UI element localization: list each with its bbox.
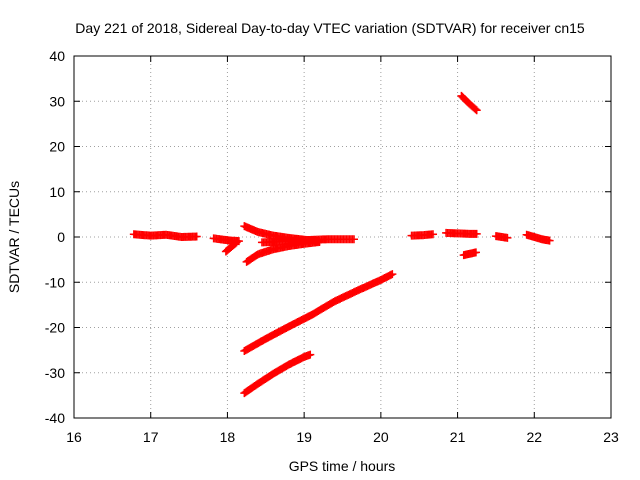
data-point [429, 230, 438, 239]
x-tick-label: 21 [450, 429, 466, 445]
data-point [315, 237, 324, 246]
data-point [503, 233, 512, 242]
data-segment [221, 238, 241, 256]
data-segment [491, 232, 512, 242]
data-segment [129, 230, 201, 241]
x-tick-label: 20 [373, 429, 389, 445]
x-tick-label: 16 [66, 429, 82, 445]
data-point [232, 238, 241, 247]
data-point [306, 350, 315, 359]
data-segment [240, 270, 397, 356]
data-points [129, 91, 554, 398]
y-tick-label: 10 [49, 184, 65, 200]
y-tick-label: 0 [57, 229, 65, 245]
data-segment [240, 350, 315, 398]
data-point [350, 235, 359, 244]
data-point [388, 270, 397, 279]
y-tick-label: 40 [49, 48, 65, 64]
data-segment [522, 230, 554, 245]
x-axis-ticks: 16 17 18 19 20 21 22 23 [66, 56, 619, 445]
x-tick-label: 17 [143, 429, 159, 445]
y-tick-label: -20 [45, 320, 65, 336]
data-point [471, 248, 480, 257]
data-point [192, 232, 201, 241]
data-segment [407, 230, 438, 240]
data-point [472, 229, 481, 238]
y-axis-label: SDTVAR / TECUs [6, 181, 22, 293]
x-tick-label: 22 [526, 429, 542, 445]
data-segment [242, 237, 324, 266]
y-tick-label: 20 [49, 139, 65, 155]
x-tick-label: 18 [220, 429, 236, 445]
x-tick-label: 19 [296, 429, 312, 445]
data-point-fill [231, 239, 240, 248]
data-segment [457, 91, 481, 115]
data-point [545, 236, 554, 245]
x-axis-label: GPS time / hours [289, 458, 396, 474]
y-tick-label: -30 [45, 365, 65, 381]
y-tick-label: 30 [49, 93, 65, 109]
data-segment [459, 248, 480, 260]
chart-title: Day 221 of 2018, Sidereal Day-to-day VTE… [75, 20, 585, 36]
y-axis-ticks: -40 -30 -20 -10 0 10 20 30 40 [45, 48, 611, 426]
y-tick-label: -10 [45, 274, 65, 290]
data-segment [442, 228, 481, 238]
data-point-fill [471, 105, 480, 114]
y-tick-label: -40 [45, 410, 65, 426]
x-tick-label: 23 [603, 429, 619, 445]
data-point [472, 106, 481, 115]
